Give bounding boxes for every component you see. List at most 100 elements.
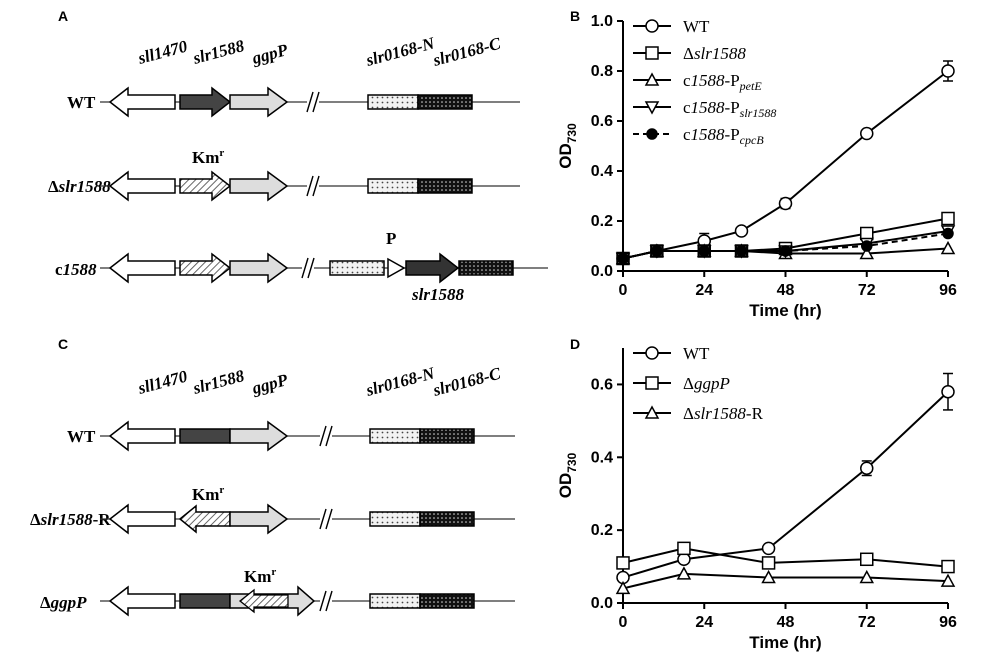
slr0168-n-box bbox=[369, 511, 421, 527]
y-axis-title-base: OD bbox=[556, 143, 575, 169]
data-point bbox=[941, 559, 955, 574]
slr1588-gene-arrow bbox=[179, 86, 232, 118]
slr0168-c-box bbox=[419, 428, 475, 444]
data-point bbox=[942, 227, 954, 240]
series-2 bbox=[616, 541, 955, 574]
slr0168-c-box bbox=[417, 178, 473, 194]
slr0168-c-box bbox=[419, 593, 475, 609]
sll1470-gene-arrow bbox=[108, 420, 176, 452]
gene-label-sll1470: sll1470 bbox=[135, 36, 190, 68]
panel-label-d: D bbox=[570, 336, 580, 352]
legend: WTΔslr1588c1588-PpetEc1588-Pslr1588c1588… bbox=[633, 17, 776, 147]
legend-label-part: -P bbox=[725, 98, 740, 117]
data-point bbox=[651, 245, 663, 257]
legend-label-part: -P bbox=[725, 125, 740, 144]
slr1588-insert-label: slr1588 bbox=[411, 285, 464, 304]
sll1470-gene-arrow bbox=[108, 86, 176, 118]
legend-label: WT bbox=[683, 17, 710, 36]
slr0168-n-box bbox=[369, 593, 421, 609]
data-point bbox=[940, 573, 956, 587]
legend-label-part: Δ bbox=[683, 374, 694, 393]
km-cassette-arrow bbox=[179, 170, 232, 202]
km-cassette-arrow bbox=[179, 252, 232, 284]
series-line bbox=[622, 572, 949, 590]
gene-map-row-c1588: P c1588 slr1588 bbox=[55, 229, 548, 304]
gene-label-slr1588: slr1588 bbox=[190, 36, 247, 68]
data-point bbox=[859, 569, 875, 584]
km-cassette-arrow-reverse bbox=[238, 588, 289, 614]
x-tick-label: 72 bbox=[858, 282, 876, 299]
strain-label: Δslr1588-R bbox=[30, 510, 111, 529]
data-point bbox=[734, 224, 749, 238]
legend-marker bbox=[646, 128, 658, 140]
legend-marker bbox=[644, 72, 660, 86]
ggpp-gene-arrow bbox=[229, 86, 289, 118]
gene-map-panel-c: sll1470 slr1588 ggpP slr0168-N slr0168-C… bbox=[30, 363, 515, 617]
legend-label-part: 1588 bbox=[691, 125, 726, 144]
data-point bbox=[617, 252, 629, 265]
gene-label-ggpp: ggpP bbox=[249, 40, 290, 68]
x-tick-label: 24 bbox=[695, 282, 713, 299]
legend-marker bbox=[645, 46, 659, 60]
ggpp-gene-arrow bbox=[229, 420, 289, 452]
slr0168-n-box bbox=[367, 94, 419, 110]
data-point bbox=[941, 64, 955, 78]
slr1588-insert-arrow bbox=[405, 252, 460, 284]
series-1 bbox=[616, 60, 955, 266]
data-point bbox=[778, 196, 793, 211]
legend-label-part: slr1588 bbox=[694, 44, 746, 63]
ggpp-gene-arrow bbox=[229, 170, 289, 202]
legend-marker bbox=[645, 19, 659, 33]
gene-map-row-wt: WT bbox=[67, 420, 515, 452]
legend-label: WT bbox=[683, 344, 710, 363]
y-tick-label: 0.4 bbox=[591, 163, 613, 180]
y-axis-title-base: OD bbox=[556, 473, 575, 499]
gene-label-slr0168-n: slr0168-N bbox=[363, 33, 437, 70]
data-point bbox=[860, 126, 874, 141]
y-tick-label: 0.2 bbox=[591, 522, 613, 539]
strain-label: Δslr1588 bbox=[48, 177, 111, 196]
legend-label-part: c bbox=[683, 71, 691, 90]
slr0168-c-box bbox=[419, 511, 475, 527]
y-tick-label: 0.6 bbox=[591, 376, 613, 393]
km-resistance-label: Kmr bbox=[192, 147, 224, 167]
legend-label: c1588-PpetE bbox=[683, 71, 762, 93]
legend-label-part: -P bbox=[725, 71, 740, 90]
data-point bbox=[861, 240, 873, 252]
x-tick-label: 0 bbox=[619, 614, 628, 631]
y-tick-label: 0.0 bbox=[591, 595, 613, 612]
gene-label-slr1588: slr1588 bbox=[190, 366, 247, 398]
data-point bbox=[940, 240, 956, 255]
legend-label-part: 1588 bbox=[691, 71, 726, 90]
y-tick-label: 0.8 bbox=[591, 63, 613, 80]
data-point bbox=[735, 245, 748, 257]
legend-marker bbox=[645, 346, 659, 360]
gene-map-row-wt: WT bbox=[67, 86, 520, 118]
legend-label: Δslr1588-R bbox=[683, 404, 764, 423]
promoter-label: P bbox=[386, 229, 396, 248]
series-line bbox=[622, 70, 949, 260]
break-mark bbox=[306, 91, 320, 113]
slr1588-gene-box bbox=[179, 428, 231, 444]
panel-label-b: B bbox=[570, 8, 580, 24]
strain-label: WT bbox=[67, 427, 96, 446]
break-mark bbox=[301, 257, 315, 279]
data-point bbox=[761, 569, 776, 584]
y-axis-title: OD730 bbox=[556, 123, 579, 169]
x-tick-label: 96 bbox=[939, 282, 957, 299]
break-mark bbox=[306, 175, 320, 197]
slr0168-c-box bbox=[417, 94, 473, 110]
y-tick-label: 0.2 bbox=[591, 213, 613, 230]
gene-label-sll1470: sll1470 bbox=[135, 366, 190, 398]
slr0168-n-box bbox=[367, 178, 419, 194]
break-mark bbox=[319, 508, 333, 530]
legend-marker bbox=[644, 101, 660, 115]
panel-label-a: A bbox=[58, 8, 68, 24]
legend-label-part: slr1588 bbox=[694, 404, 746, 423]
data-point bbox=[859, 245, 875, 260]
strain-label: WT bbox=[67, 93, 96, 112]
km-resistance-label: Kmr bbox=[244, 566, 276, 586]
x-tick-label: 0 bbox=[619, 282, 628, 299]
y-tick-label: 1.0 bbox=[591, 13, 613, 30]
